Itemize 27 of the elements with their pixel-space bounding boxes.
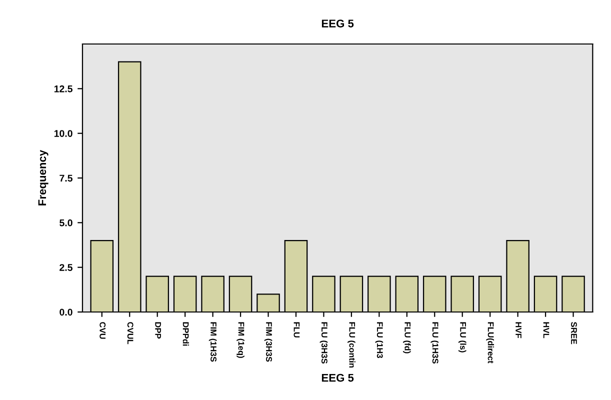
x-tick-label: FIM (1eq) bbox=[236, 322, 244, 358]
x-tick-label: DPP bbox=[155, 322, 161, 339]
x-tick-label: CVUL bbox=[127, 322, 134, 344]
x-tick-label: SREE bbox=[571, 322, 577, 344]
x-tick-label: FLU (fd) bbox=[403, 322, 411, 354]
x-tick-label: FIM (1H3S bbox=[208, 322, 217, 362]
x-tick-label: CVU bbox=[100, 322, 106, 339]
x-tick-label: FLU(direct bbox=[486, 322, 494, 364]
x-tick-label: HVF bbox=[516, 322, 522, 338]
x-tick-label: DPPdi bbox=[182, 322, 189, 346]
x-tick-label: FIM (3H3S bbox=[264, 322, 272, 362]
y-tick-label: 0.0 bbox=[60, 308, 72, 316]
x-tick-label: FLU (1H3 bbox=[375, 322, 384, 358]
chart-title: EEG 5 bbox=[322, 20, 354, 28]
x-axis-title: EEG 5 bbox=[322, 374, 354, 382]
x-tick-label: FLU (contin bbox=[348, 322, 356, 368]
x-tick-label: FLU (1H3S bbox=[430, 322, 439, 364]
x-tick-label: FLU bbox=[294, 322, 300, 338]
y-tick-label: 7.5 bbox=[60, 174, 72, 182]
y-tick-label: 2.5 bbox=[60, 264, 72, 271]
y-tick-label: 10.0 bbox=[54, 130, 72, 137]
y-axis-title: Frequency bbox=[38, 150, 48, 206]
x-tick-label: HVL bbox=[543, 322, 550, 338]
y-tick-label: 12.5 bbox=[54, 85, 72, 92]
x-tick-label: FLU (3H3S bbox=[320, 322, 328, 364]
y-tick-label: 5.0 bbox=[60, 219, 72, 226]
x-tick-label: FLU (ls) bbox=[458, 322, 466, 352]
